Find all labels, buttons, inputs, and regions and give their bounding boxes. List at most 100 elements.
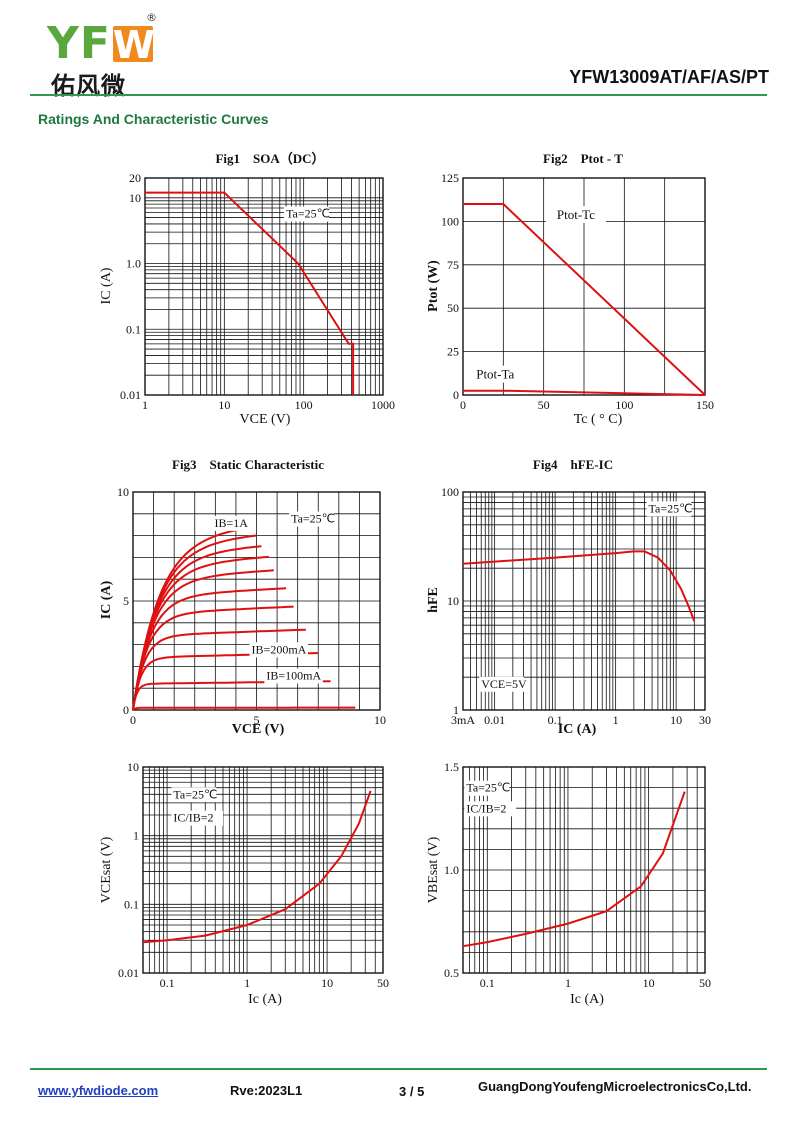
x-tick-label: 10 xyxy=(670,713,682,727)
y-tick-label: 100 xyxy=(441,214,459,228)
annotation-bg xyxy=(284,206,329,222)
fig3-x-axis-label: VCE (V) xyxy=(232,722,285,737)
y-tick-label: 0.1 xyxy=(124,897,139,911)
fig1-y-axis-label: IC (A) xyxy=(99,267,114,304)
fig3-y-axis-label: IC (A) xyxy=(99,580,114,619)
annotation-bg xyxy=(171,787,217,803)
page-number: 3 / 5 xyxy=(399,1084,425,1099)
annotation: Ta=25℃ xyxy=(173,787,217,801)
x-tick-label: 100 xyxy=(615,398,633,412)
y-tick-label: 1.0 xyxy=(126,257,141,271)
y-tick-label: 10 xyxy=(117,485,129,499)
x-tick-label: 1 xyxy=(565,976,571,990)
plot-frame xyxy=(462,491,706,711)
ib-curve-9 xyxy=(132,680,331,711)
website-link[interactable]: www.yfwdiode.com xyxy=(38,1083,159,1098)
plot-frame xyxy=(144,177,384,396)
fig2-series-line-0 xyxy=(463,203,706,396)
series-label: Ptot-Ta xyxy=(476,367,514,382)
logo-text-w: W xyxy=(112,23,156,67)
company-name: GuangDongYoufengMicroelectronicsCo,Ltd. xyxy=(478,1079,752,1094)
fig4-y-axis-label: hFE xyxy=(426,587,441,613)
x-tick-label: 3mA xyxy=(451,713,475,727)
fig4-title: Fig4 hFE-IC xyxy=(533,457,613,472)
annotation: VCE=5V xyxy=(481,677,527,691)
annotation-bg xyxy=(479,676,525,692)
x-tick-label: 1 xyxy=(613,713,619,727)
x-tick-label: 50 xyxy=(377,976,389,990)
fig5-x-axis-label: Ic (A) xyxy=(248,992,282,1007)
x-tick-label: 10 xyxy=(374,713,386,727)
part-number: YFW13009AT/AF/AS/PT xyxy=(569,67,769,87)
y-tick-label: 5 xyxy=(123,594,129,608)
annotation-bg xyxy=(264,668,323,684)
fig1-series-line-0 xyxy=(145,191,355,395)
fig5-chart: 0.1 1 10 50 0.01 0.1 1 10 Ic (A) VCEsat (V) Ta=25℃… xyxy=(99,760,389,1007)
annotation: IC/IB=2 xyxy=(466,801,506,815)
fig2-title: Fig2 Ptot - T xyxy=(543,151,623,166)
y-tick-label: 0.5 xyxy=(444,966,459,980)
x-tick-label: 0.1 xyxy=(548,713,563,727)
y-tick-label: 50 xyxy=(447,301,459,315)
y-tick-label: 100 xyxy=(441,485,459,499)
fig4-x-axis-label: IC (A) xyxy=(558,722,597,737)
footer-divider xyxy=(30,1068,767,1070)
y-tick-label: 0 xyxy=(453,388,459,402)
y-tick-label: 1.0 xyxy=(444,863,459,877)
annotation: Ta=25℃ xyxy=(286,207,330,221)
fig6-series-line-0 xyxy=(462,791,686,948)
y-tick-label: 10 xyxy=(129,191,141,205)
plot-frame xyxy=(462,177,706,396)
fig5-y-axis-label: VCEsat (V) xyxy=(99,836,114,903)
x-tick-label: 0.01 xyxy=(484,713,505,727)
x-tick-label: 30 xyxy=(699,713,711,727)
ib-curve-10 xyxy=(132,706,356,711)
annotation: Ta=25℃ xyxy=(291,512,335,526)
x-tick-label: 1 xyxy=(142,398,148,412)
annotation-bg xyxy=(212,515,251,531)
y-tick-label: 25 xyxy=(447,345,459,359)
section-title: Ratings And Characteristic Curves xyxy=(38,111,269,127)
x-tick-label: 0 xyxy=(130,713,136,727)
logo-text-yf: YF xyxy=(47,18,111,69)
x-tick-label: 10 xyxy=(218,398,230,412)
x-tick-label: 1 xyxy=(244,976,250,990)
x-tick-label: 0.1 xyxy=(480,976,495,990)
y-tick-label: 0.1 xyxy=(126,322,141,336)
fig4-chart: Fig4 hFE-IC 3mA 0.01 0.1 1 10 30 1 10 100 IC (A) hF… xyxy=(426,457,711,737)
x-tick-label: 5 xyxy=(254,713,260,727)
x-tick-label: 50 xyxy=(538,398,550,412)
annotation-bg xyxy=(289,511,334,527)
x-tick-label: 100 xyxy=(295,398,313,412)
annotation: Ta=25℃ xyxy=(649,501,693,515)
y-tick-label: 0 xyxy=(123,703,129,717)
y-tick-label: 125 xyxy=(441,171,459,185)
annotation-bg xyxy=(646,501,692,517)
y-tick-label: 20 xyxy=(129,171,141,185)
annotation-bg xyxy=(171,810,224,826)
x-tick-label: 0 xyxy=(460,398,466,412)
registered-mark: ® xyxy=(146,11,157,24)
x-tick-label: 10 xyxy=(643,976,655,990)
plot-frame xyxy=(462,766,706,974)
fig3-title: Fig3 Static Characteristic xyxy=(172,457,324,472)
header-divider xyxy=(30,94,767,96)
fig6-y-axis-label: VBEsat (V) xyxy=(426,836,441,903)
series-label-bg xyxy=(545,205,606,223)
x-tick-label: 50 xyxy=(699,976,711,990)
y-tick-label: 0.01 xyxy=(120,388,141,402)
annotation-bg xyxy=(249,642,308,658)
fig3-chart: Fig3 Static Characteristic 0 5 10 0 5 10 VCE (V… xyxy=(99,457,386,737)
y-tick-label: 1 xyxy=(453,703,459,717)
annotation: IC/IB=2 xyxy=(173,811,213,825)
annotation-bg xyxy=(464,801,516,817)
y-tick-label: 10 xyxy=(447,594,459,608)
y-tick-label: 1.5 xyxy=(444,760,459,774)
annotation: IB=100mA xyxy=(266,668,321,682)
series-label: Ptot-Tc xyxy=(557,207,595,222)
y-tick-label: 75 xyxy=(447,258,459,272)
annotation: Ta=25℃ xyxy=(466,781,510,795)
ib-curve-4 xyxy=(132,569,274,711)
